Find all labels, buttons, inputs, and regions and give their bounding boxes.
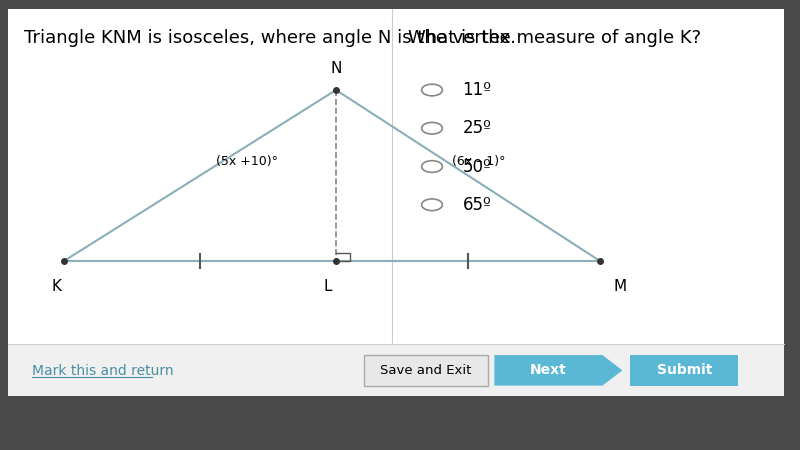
Text: 25º: 25º (462, 119, 491, 137)
Text: 50º: 50º (462, 158, 491, 176)
Text: N: N (330, 62, 342, 76)
Text: M: M (614, 279, 626, 294)
Bar (8, 9, 784, 396)
Bar (630, 355, 738, 386)
Polygon shape (494, 355, 622, 386)
Text: Save and Exit: Save and Exit (380, 364, 471, 377)
Bar (8, 344, 784, 396)
Text: 65º: 65º (462, 196, 491, 214)
Text: (5x +10)°: (5x +10)° (216, 156, 278, 168)
Bar (364, 355, 488, 386)
Text: What is the measure of angle K?: What is the measure of angle K? (408, 29, 701, 47)
Circle shape (422, 161, 442, 172)
Text: L: L (324, 279, 332, 294)
Circle shape (422, 84, 442, 96)
Circle shape (422, 199, 442, 211)
Text: Mark this and return: Mark this and return (32, 364, 174, 378)
Circle shape (422, 122, 442, 134)
Text: Next: Next (530, 363, 566, 378)
Text: K: K (51, 279, 61, 294)
Text: (6x – 1)°: (6x – 1)° (452, 156, 506, 168)
Text: Triangle KNM is isosceles, where angle N is the vertex.: Triangle KNM is isosceles, where angle N… (24, 29, 516, 47)
Text: Submit: Submit (657, 363, 712, 378)
Text: 11º: 11º (462, 81, 491, 99)
